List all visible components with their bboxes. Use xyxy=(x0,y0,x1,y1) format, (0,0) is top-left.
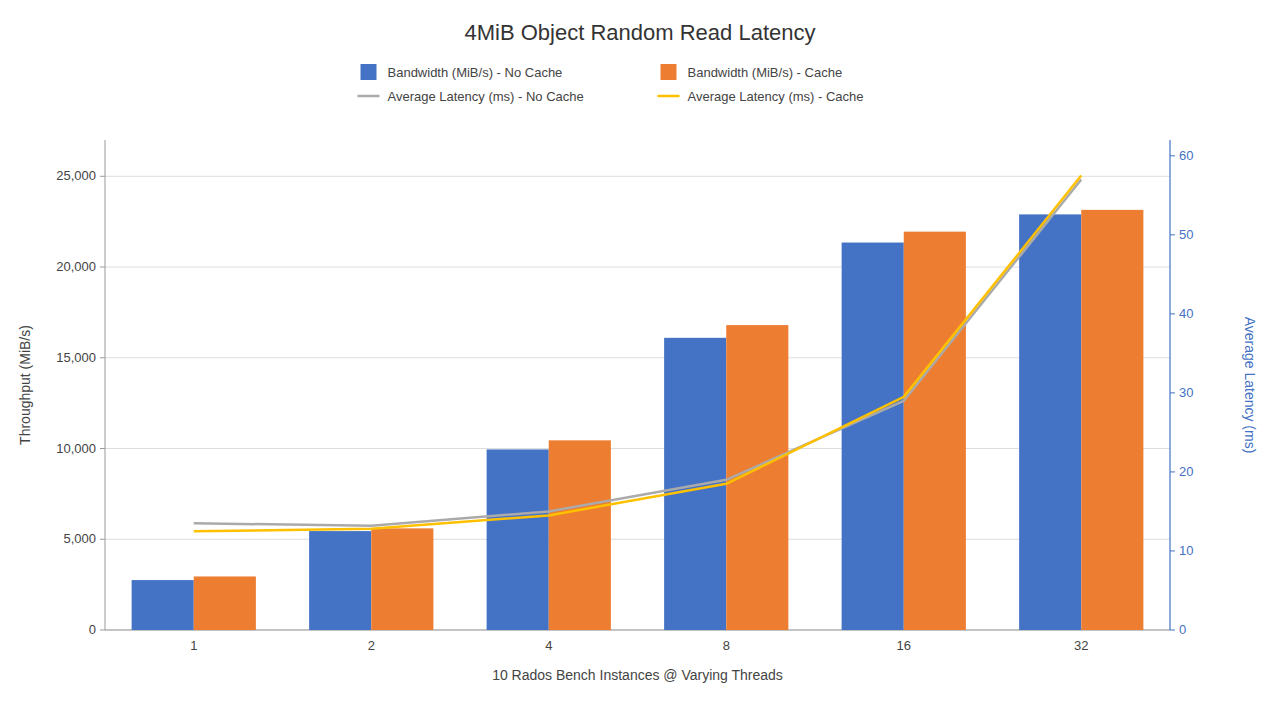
bar xyxy=(664,338,726,630)
y-tick-label: 25,000 xyxy=(56,168,96,183)
bar xyxy=(1081,210,1143,630)
bar xyxy=(194,576,256,630)
grid-line xyxy=(105,176,1170,177)
y2-tick xyxy=(1170,155,1175,156)
legend-label: Average Latency (ms) - No Cache xyxy=(388,89,584,104)
line xyxy=(194,180,1082,526)
y-axis-label: Throughput (MiB/s) xyxy=(17,325,33,445)
x-tick-label: 1 xyxy=(190,638,197,653)
bar xyxy=(309,531,371,630)
y2-tick xyxy=(1170,313,1175,314)
y-tick xyxy=(100,630,105,631)
y2-tick-label: 60 xyxy=(1179,148,1193,163)
bar-series xyxy=(194,210,1144,630)
y-tick-label: 0 xyxy=(89,622,96,637)
bar xyxy=(132,580,194,630)
x-tick-label: 4 xyxy=(545,638,552,653)
grid-line xyxy=(105,539,1170,540)
y2-tick-label: 0 xyxy=(1179,622,1186,637)
bar xyxy=(549,440,611,630)
grid-line xyxy=(105,448,1170,449)
legend-swatch xyxy=(361,64,377,80)
y2-tick-label: 30 xyxy=(1179,385,1193,400)
background xyxy=(0,0,1280,720)
plot-area xyxy=(132,176,1144,630)
x-tick-label: 2 xyxy=(368,638,375,653)
bar xyxy=(487,449,549,630)
title: 4MiB Object Random Read Latency xyxy=(465,20,816,45)
x-axis-line xyxy=(105,630,1170,631)
legend: Bandwidth (MiB/s) - No Cache Bandwidth (M… xyxy=(358,64,864,104)
y2-tick xyxy=(1170,550,1175,551)
y-tick xyxy=(100,448,105,449)
x-axis-label: 10 Rados Bench Instances @ Varying Threa… xyxy=(492,667,783,683)
y2-tick-label: 50 xyxy=(1179,227,1193,242)
bar xyxy=(1019,214,1081,630)
y2-tick xyxy=(1170,392,1175,393)
grid-line xyxy=(105,357,1170,358)
bar xyxy=(371,528,433,630)
legend-label: Bandwidth (MiB/s) - No Cache xyxy=(388,65,563,80)
bar-series xyxy=(132,214,1082,630)
y-tick-label: 5,000 xyxy=(63,531,96,546)
y-tick xyxy=(100,357,105,358)
grid-line xyxy=(105,630,1170,631)
y-tick-label: 10,000 xyxy=(56,441,96,456)
legend-swatch xyxy=(661,64,677,80)
y2-tick xyxy=(1170,630,1175,631)
x-tick-label: 16 xyxy=(897,638,911,653)
x-tick-label: 32 xyxy=(1074,638,1088,653)
y-axis-line xyxy=(105,140,106,630)
y2-tick xyxy=(1170,471,1175,472)
x-tick-label: 8 xyxy=(723,638,730,653)
chart: 0 5,000 10,000 15,000 20,000 25,000 0 10 20 30 40 5… xyxy=(0,0,1280,720)
legend-label: Bandwidth (MiB/s) - Cache xyxy=(688,65,843,80)
y2-tick xyxy=(1170,234,1175,235)
y2-tick-label: 40 xyxy=(1179,306,1193,321)
y2-axis-label: Average Latency (ms) xyxy=(1242,317,1258,454)
bar xyxy=(904,232,966,630)
y2-tick-label: 20 xyxy=(1179,464,1193,479)
y-tick xyxy=(100,176,105,177)
y-tick xyxy=(100,539,105,540)
y-tick-label: 15,000 xyxy=(56,350,96,365)
bar xyxy=(842,243,904,630)
y2-axis-line xyxy=(1169,140,1170,630)
bar xyxy=(726,325,788,630)
legend-swatch xyxy=(358,95,380,98)
line xyxy=(194,176,1082,532)
legend-label: Average Latency (ms) - Cache xyxy=(688,89,864,104)
legend-swatch xyxy=(658,95,680,98)
y-tick-label: 20,000 xyxy=(56,259,96,274)
y-tick xyxy=(100,267,105,268)
y2-tick-label: 10 xyxy=(1179,543,1193,558)
grid xyxy=(105,176,1170,630)
